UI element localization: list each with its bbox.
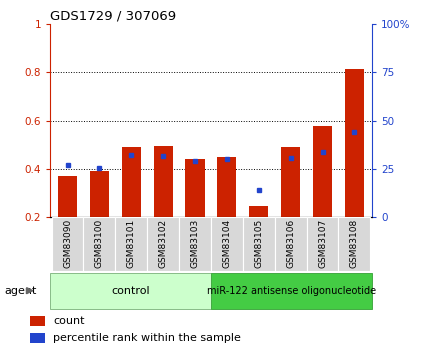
Text: GSM83100: GSM83100 (95, 219, 104, 268)
Text: GSM83090: GSM83090 (63, 219, 72, 268)
Bar (312, 126, 331, 217)
Bar (338, 217, 369, 271)
Text: control: control (111, 286, 149, 296)
Bar (83, 217, 115, 271)
Text: GSM83107: GSM83107 (317, 219, 326, 268)
Text: count: count (53, 316, 84, 326)
Bar (306, 217, 338, 271)
Text: GSM83103: GSM83103 (190, 219, 199, 268)
Bar (210, 217, 242, 271)
Bar (50, 273, 210, 308)
Bar (52, 217, 83, 271)
Text: miR-122 antisense oligonucleotide: miR-122 antisense oligonucleotide (207, 286, 375, 296)
Bar (30, 316, 45, 326)
Bar (274, 217, 306, 271)
Bar (122, 147, 141, 217)
Text: agent: agent (4, 286, 36, 296)
Bar (249, 206, 268, 217)
Text: GDS1729 / 307069: GDS1729 / 307069 (50, 10, 176, 23)
Text: GSM83102: GSM83102 (158, 219, 167, 268)
Bar (90, 171, 109, 217)
Bar (217, 157, 236, 217)
Bar (280, 147, 299, 217)
Bar (153, 146, 172, 217)
Bar (210, 273, 371, 308)
Bar (242, 217, 274, 271)
Text: GSM83108: GSM83108 (349, 219, 358, 268)
Text: GSM83106: GSM83106 (286, 219, 295, 268)
Bar (115, 217, 147, 271)
Text: percentile rank within the sample: percentile rank within the sample (53, 333, 240, 343)
Bar (344, 69, 363, 217)
Bar (185, 159, 204, 217)
Bar (179, 217, 210, 271)
Text: GSM83105: GSM83105 (254, 219, 263, 268)
Text: GSM83101: GSM83101 (126, 219, 135, 268)
Bar (58, 176, 77, 217)
Text: GSM83104: GSM83104 (222, 219, 231, 268)
Bar (30, 333, 45, 343)
Bar (147, 217, 179, 271)
